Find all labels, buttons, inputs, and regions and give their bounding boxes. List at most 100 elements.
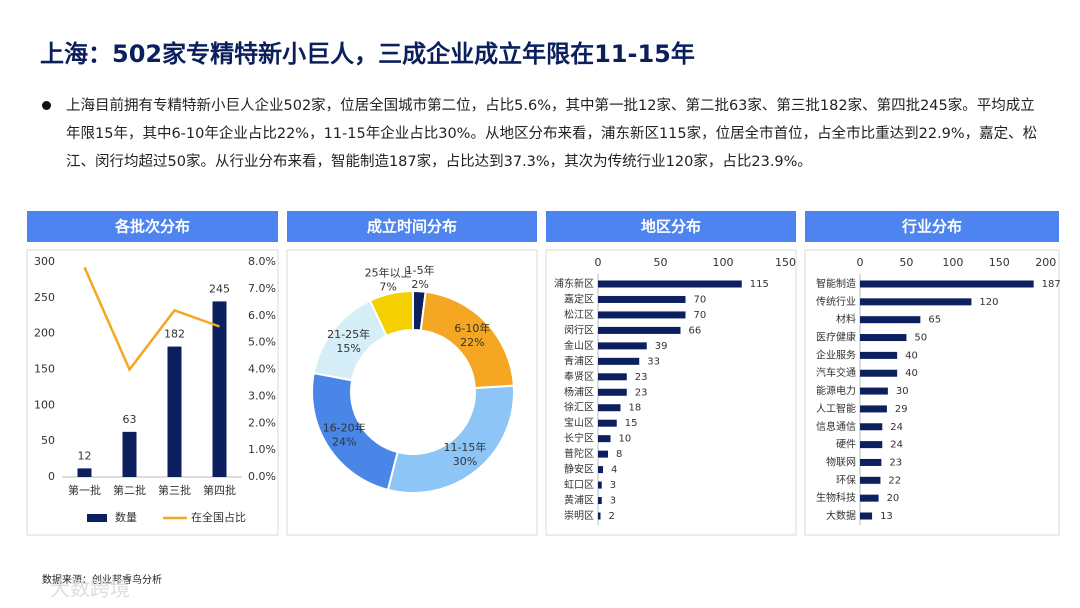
bar [598,342,647,350]
x-tick-label: 200 [1035,256,1056,269]
bar [860,316,921,324]
value-label: 40 [905,350,918,361]
panel-body [286,249,538,536]
bar [860,512,873,520]
value-label: 23 [635,372,648,383]
y-tick-label: 普陀区 [564,447,594,460]
value-label: 33 [647,356,660,367]
pie-slice [386,384,515,494]
y-tick-label: 汽车交通 [816,366,856,379]
slice-value-label: 15% [336,342,360,355]
bar [598,326,681,334]
page-title: 上海：502家专精特新小巨人，三成企业成立年限在11-15年 [40,40,695,68]
bar [598,295,686,303]
slice-value-label: 2% [411,278,428,291]
value-label: 63 [123,413,137,426]
bar [860,334,907,342]
bar [598,373,627,381]
x-tick-label: 0 [595,256,602,269]
legend-label: 在全国占比 [191,510,246,524]
slice-label: 6-10年 [454,321,490,335]
legend-swatch [87,514,107,522]
y-tick-label: 硬件 [836,439,856,451]
line [83,266,220,372]
slice-value-label: 24% [332,436,356,449]
y-tick-label: 300 [34,255,55,268]
y-tick-label: 浦东新区 [554,277,594,290]
value-label: 12 [78,449,92,462]
y2-tick-label: 7.0% [248,282,276,295]
value-label: 3 [610,480,616,491]
y-tick-label: 长宁区 [564,432,594,445]
bar [598,280,742,288]
value-label: 24 [890,440,903,451]
panel-header [27,211,278,242]
value-label: 66 [689,325,702,336]
y-tick-label: 物联网 [826,455,856,468]
value-label: 30 [896,386,909,397]
value-label: 29 [895,404,908,415]
x-tick-label: 100 [713,256,734,269]
y2-tick-label: 2.0% [248,416,276,429]
bar [122,431,137,477]
watermark: 大数跨境 [50,577,130,601]
y-tick-label: 能源电力 [816,384,856,397]
value-label: 10 [619,434,632,445]
value-label: 70 [694,310,707,321]
slice-label: 1-5年 [406,263,435,277]
y-tick-label: 50 [41,434,55,447]
bar [860,387,888,395]
x-tick-label: 第四批 [203,483,236,497]
y-tick-label: 0 [48,470,55,483]
panel-body [804,249,1060,536]
value-label: 15 [625,418,638,429]
y-tick-label: 青浦区 [564,354,594,367]
value-label: 120 [979,297,998,308]
y-tick-label: 黄浦区 [564,494,594,507]
slice-label: 21-25年 [327,327,370,341]
slice-value-label: 30% [453,455,477,468]
y-tick-label: 松江区 [564,308,594,321]
value-label: 24 [890,422,903,433]
value-label: 40 [905,368,918,379]
y-tick-label: 250 [34,291,55,304]
value-label: 13 [880,511,893,522]
value-label: 23 [889,457,902,468]
bar [860,423,883,431]
value-label: 23 [635,387,648,398]
y-tick-label: 金山区 [564,339,594,352]
bar [598,466,603,474]
y-tick-label: 150 [34,363,55,376]
y-tick-label: 生物科技 [816,491,856,504]
bar [598,497,602,505]
slice-value-label: 7% [379,281,396,294]
x-tick-label: 100 [942,256,963,269]
y-tick-label: 材料 [836,313,856,326]
bar [860,369,898,377]
y2-tick-label: 6.0% [248,309,276,322]
value-label: 65 [928,315,941,326]
y-tick-label: 环保 [836,473,856,486]
value-label: 187 [1042,279,1061,290]
bullet-dot [42,101,51,110]
bar [598,404,621,412]
x-tick-label: 50 [654,256,668,269]
bar [598,481,602,489]
chart-title: 行业分布 [901,218,962,236]
y2-tick-label: 5.0% [248,336,276,349]
value-label: 115 [750,279,769,290]
y-tick-label: 徐汇区 [564,401,594,414]
x-tick-label: 150 [775,256,796,269]
y-tick-label: 智能制造 [816,277,856,290]
y-tick-label: 静安区 [564,463,594,476]
slice-label: 16-20年 [323,421,366,435]
bar [598,311,686,319]
y-tick-label: 奉贤区 [564,370,594,383]
pie-slice [368,289,414,338]
value-label: 182 [164,328,185,341]
x-tick-label: 第二批 [113,483,146,497]
bar [860,494,879,502]
bar [77,468,92,477]
